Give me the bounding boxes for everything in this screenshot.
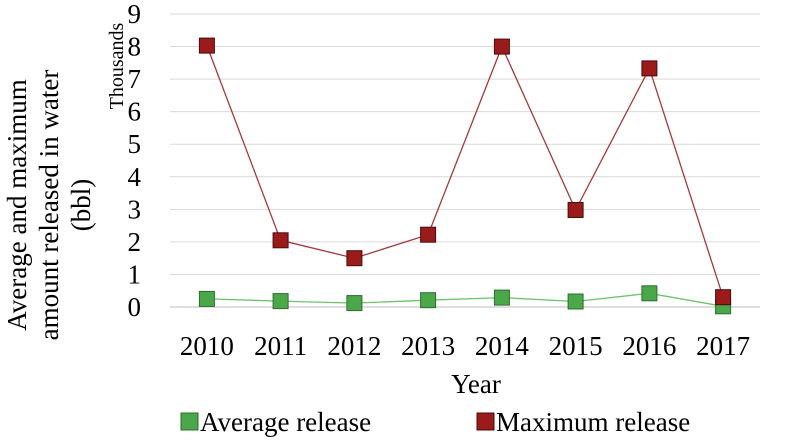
legend: Average release Maximum release — [180, 407, 690, 437]
x-tick-label: 2017 — [696, 331, 750, 361]
x-tick-labels: 2010 2011 2012 2013 2014 2015 2016 2017 — [180, 331, 750, 361]
x-tick-label: 2016 — [622, 331, 676, 361]
legend-marker-maximum — [476, 412, 495, 431]
x-tick-label: 2012 — [327, 331, 381, 361]
series-layer — [198, 37, 732, 315]
data-point-maximum — [420, 226, 437, 243]
data-point-average — [346, 295, 363, 312]
x-tick-label: 2014 — [475, 331, 530, 361]
y-tick-label: 5 — [128, 129, 142, 159]
legend-label-maximum: Maximum release — [496, 407, 690, 437]
y-tick-label: 0 — [128, 292, 142, 322]
y-axis-label-line-3: (bbl) — [66, 179, 96, 231]
gridlines — [170, 13, 760, 308]
data-point-maximum — [567, 202, 584, 218]
data-point-maximum — [198, 37, 215, 54]
legend-marker-average — [180, 412, 199, 431]
data-point-maximum — [272, 232, 289, 249]
x-tick-label: 2015 — [549, 331, 603, 361]
x-axis-label: Year — [451, 369, 501, 399]
y-tick-label: 6 — [128, 97, 142, 127]
y-tick-label: 3 — [128, 194, 142, 224]
data-point-average — [198, 290, 215, 307]
x-tick-label: 2010 — [180, 331, 234, 361]
x-tick-label: 2011 — [254, 331, 307, 361]
data-point-maximum — [641, 60, 658, 77]
data-point-average — [641, 285, 658, 302]
y-axis-label-line-1: Average and maximum — [2, 79, 32, 330]
data-point-maximum — [715, 289, 732, 306]
x-tick-label: 2013 — [401, 331, 455, 361]
y-axis-label-line-2: amount released in water — [34, 70, 64, 341]
data-point-average — [493, 289, 510, 306]
data-point-average — [272, 293, 289, 310]
series-line-average — [206, 292, 724, 307]
y-tick-label: 7 — [128, 64, 142, 94]
y-tick-label: 9 — [128, 0, 142, 29]
legend-label-average: Average release — [200, 407, 371, 437]
data-point-average — [567, 293, 584, 310]
series-line-maximum — [206, 44, 724, 298]
data-point-maximum — [346, 250, 363, 267]
data-point-average — [420, 292, 437, 309]
y-tick-label: 8 — [128, 32, 142, 62]
y-tick-label: 2 — [128, 227, 142, 257]
y-tick-label: 4 — [128, 162, 142, 192]
y-unit-label: Thousands — [106, 22, 128, 109]
data-point-maximum — [493, 38, 510, 55]
y-tick-label: 1 — [128, 259, 142, 289]
